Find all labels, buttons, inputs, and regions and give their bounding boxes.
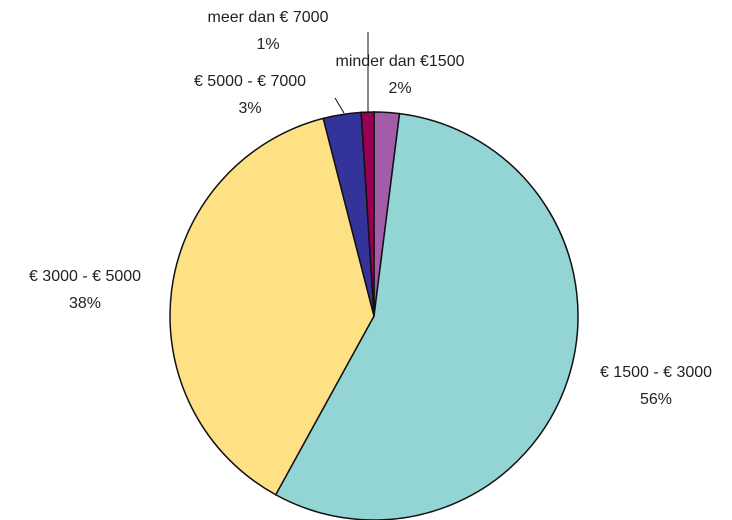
slice-value-label: 2%	[388, 80, 411, 97]
slice-value-label: 1%	[256, 36, 279, 53]
slice-value-label: 38%	[69, 295, 101, 312]
slice-label: € 1500 - € 3000	[600, 364, 712, 381]
leader-line	[334, 97, 345, 114]
slice-label: € 5000 - € 7000	[194, 73, 306, 90]
slice-label: € 3000 - € 5000	[29, 268, 141, 285]
slice-value-label: 3%	[238, 100, 261, 117]
slice-label: meer dan € 7000	[208, 9, 329, 26]
pie-slice	[360, 111, 375, 317]
slice-label: minder dan €1500	[336, 53, 465, 70]
slice-value-label: 56%	[640, 391, 672, 408]
pie-slice	[169, 117, 375, 496]
